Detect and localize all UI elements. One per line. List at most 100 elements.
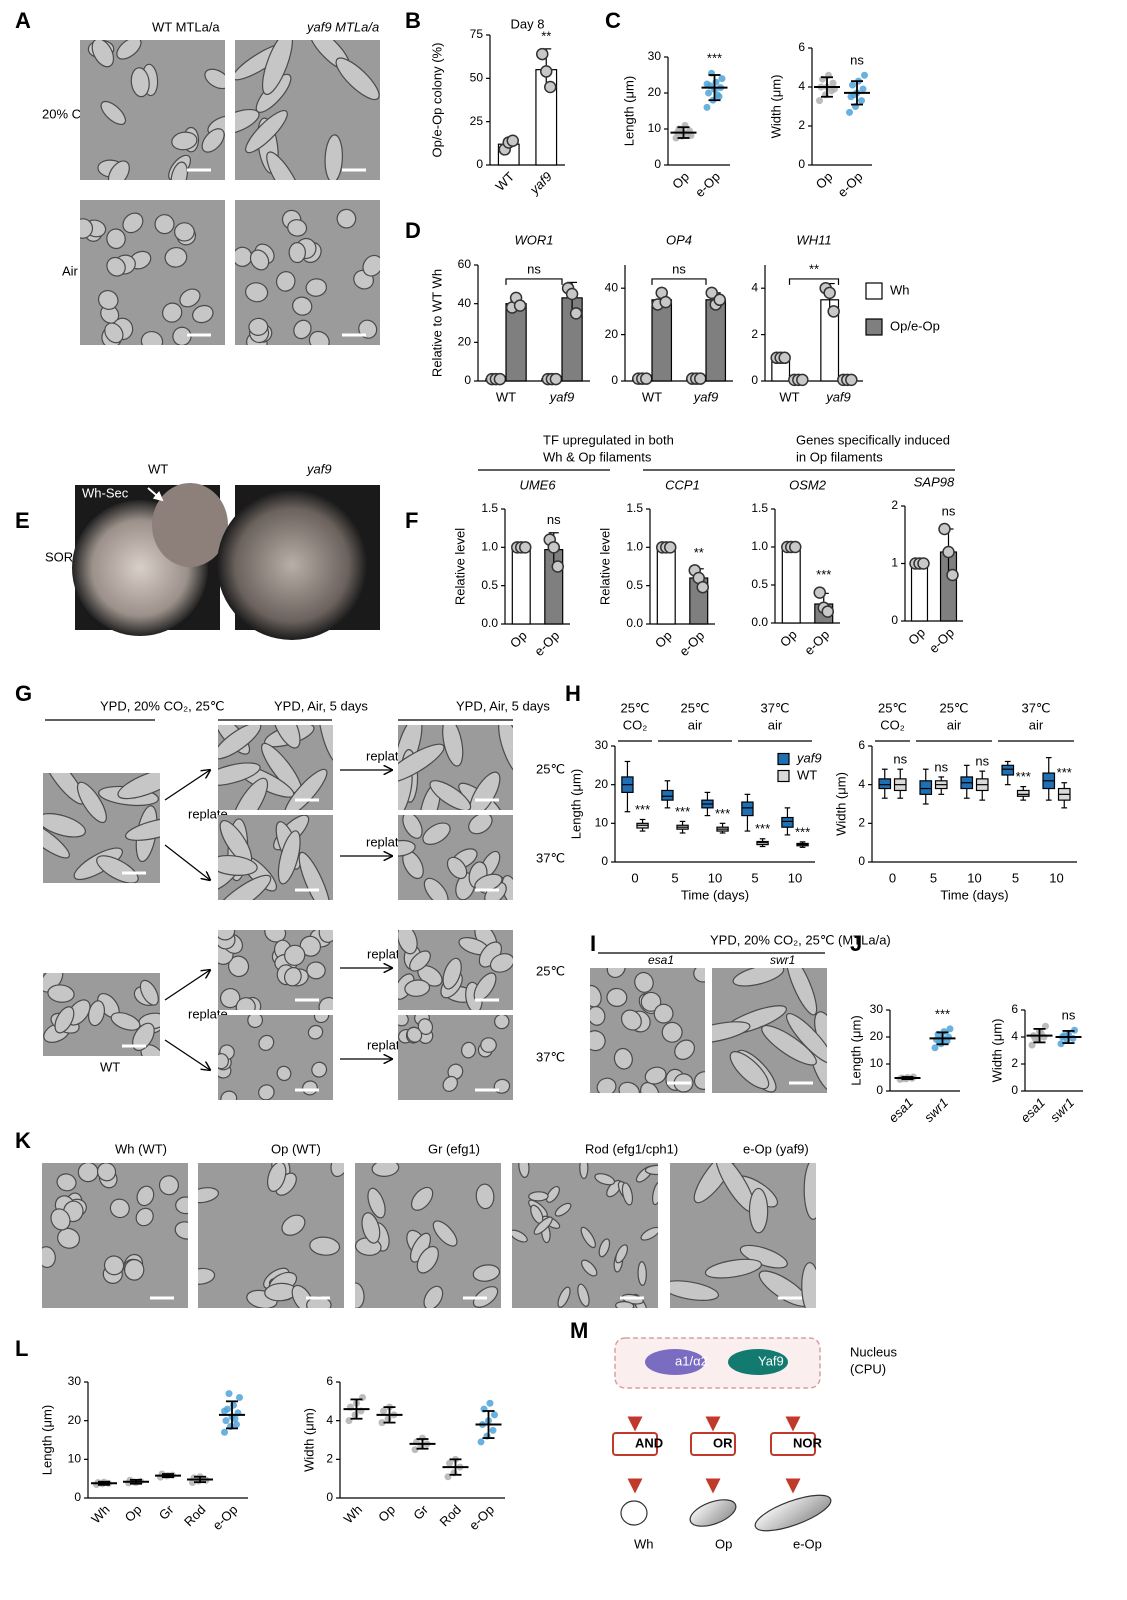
legend-swatch <box>777 769 790 783</box>
significance: *** <box>755 821 770 836</box>
data-point <box>703 103 711 111</box>
box <box>878 778 892 790</box>
group-header: Wh & Op filaments <box>543 449 652 464</box>
cell <box>245 110 288 154</box>
cell <box>56 1173 77 1192</box>
cell <box>293 319 312 340</box>
cell <box>50 1208 71 1231</box>
y-tick-label: 4 <box>798 79 805 93</box>
cell <box>136 1185 155 1207</box>
micrograph <box>218 725 333 810</box>
group-header: TF upregulated in both <box>543 432 674 447</box>
cell <box>693 968 705 983</box>
significance-bracket <box>788 278 840 285</box>
y-tick-label: 20 <box>595 777 609 791</box>
x-tick-label: 10 <box>788 870 802 885</box>
cell <box>261 40 293 96</box>
data-point <box>713 293 726 307</box>
y-tick-label: 20 <box>648 85 662 99</box>
data-point <box>446 1459 453 1467</box>
data-point <box>640 372 653 385</box>
data-point <box>859 85 867 93</box>
x-tick-label: Op <box>122 1502 145 1525</box>
y-tick-label: 30 <box>648 49 662 63</box>
significance: *** <box>816 567 831 582</box>
data-point <box>378 1419 386 1427</box>
box <box>1001 764 1015 776</box>
x-tick-label: Gr <box>156 1501 177 1522</box>
data-point <box>489 1426 497 1434</box>
y-tick-label: 0 <box>601 854 608 868</box>
cell <box>621 1182 634 1206</box>
cell <box>132 1022 155 1052</box>
compartment-label: (CPU) <box>850 1361 886 1376</box>
cell <box>292 296 313 316</box>
cell <box>154 214 175 235</box>
cell-label: Wh <box>634 1536 654 1551</box>
y-tick-label: 25 <box>470 114 484 128</box>
data-point <box>236 1393 243 1401</box>
x-tick-label: 10 <box>1049 870 1063 885</box>
cell <box>107 160 130 180</box>
cell <box>533 1216 553 1235</box>
cell <box>97 289 119 310</box>
cell <box>580 1226 596 1249</box>
y-tick-label: 0 <box>1011 1083 1018 1097</box>
condition: YPD, 20% CO₂, 25℃ (MTLa/a) <box>710 932 891 947</box>
micrograph <box>218 930 333 1010</box>
cell <box>106 256 126 277</box>
y-tick-label: 4 <box>858 777 865 791</box>
cell <box>461 1041 477 1059</box>
cell <box>670 1280 720 1301</box>
micrograph <box>80 200 225 345</box>
data-point <box>536 47 549 61</box>
y-axis-label: Length (μm) <box>568 769 583 839</box>
y-axis-label: Length (μm) <box>848 1015 863 1085</box>
gate-label: NOR <box>793 1435 823 1450</box>
x-tick-label: Rod <box>181 1502 208 1529</box>
data-point <box>813 586 826 599</box>
y-tick-label: 1.5 <box>626 501 643 515</box>
legend-label: Op/e-Op <box>890 318 940 333</box>
y-tick-label: 30 <box>595 738 609 752</box>
panel-letter: A <box>15 8 31 33</box>
cell <box>577 1283 590 1307</box>
cell <box>57 1227 81 1249</box>
y-axis-label: Relative to WT Wh <box>429 269 444 377</box>
cell <box>100 100 127 126</box>
condition: YPD, Air, 5 days <box>274 698 368 713</box>
y-tick-label: 0 <box>611 373 618 387</box>
y-tick-label: 1.5 <box>751 501 768 515</box>
cell <box>355 1282 365 1308</box>
cell <box>311 1061 328 1078</box>
cell-shape <box>620 1500 648 1526</box>
y-tick-label: 0 <box>464 373 471 387</box>
group-label: 25℃ <box>620 700 649 715</box>
x-tick-label: Gr <box>410 1501 431 1522</box>
y-tick-label: 2 <box>798 118 805 132</box>
column-label: e-Op (yaf9) <box>743 1141 809 1156</box>
cell <box>218 725 262 760</box>
data-point <box>796 373 809 387</box>
y-axis-label: Length (μm) <box>39 1405 54 1475</box>
cell <box>652 1181 658 1206</box>
cell <box>785 1012 827 1064</box>
cell <box>761 1025 817 1066</box>
micrograph <box>398 725 513 810</box>
cell <box>218 874 272 900</box>
temperature: 25℃ <box>536 963 565 978</box>
data-point <box>1028 1041 1036 1049</box>
data-point <box>917 557 930 570</box>
column-label: WT MTLa/a <box>152 19 220 34</box>
cell <box>640 991 662 1012</box>
cell <box>171 131 198 151</box>
cell <box>219 987 241 1009</box>
panel-letter: F <box>405 508 418 533</box>
cell <box>423 1285 444 1308</box>
y-tick-label: 1.0 <box>751 539 768 553</box>
cell <box>661 1021 683 1043</box>
bar <box>505 303 527 382</box>
x-tick-label: Op <box>652 628 675 651</box>
micrograph <box>42 1163 188 1308</box>
chart-title: OP4 <box>666 232 692 247</box>
